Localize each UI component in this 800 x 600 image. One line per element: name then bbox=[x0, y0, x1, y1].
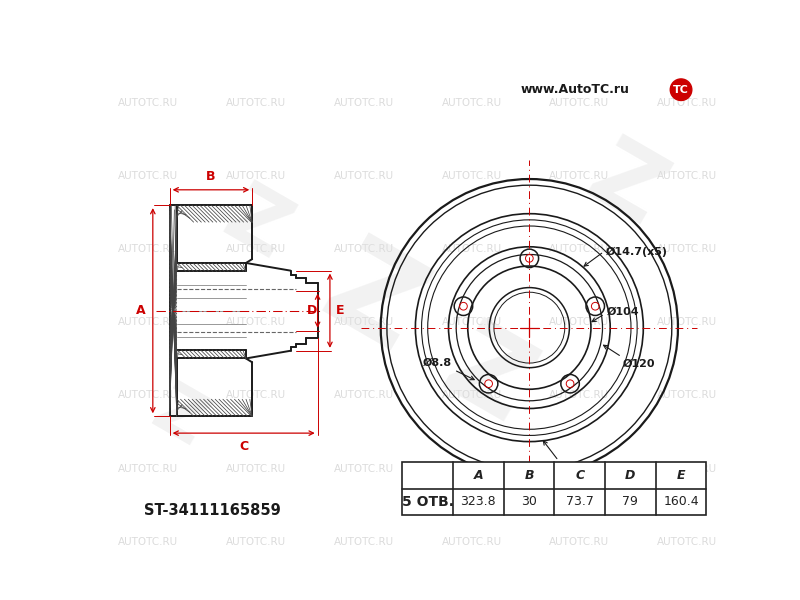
Text: Ø14.7(x5): Ø14.7(x5) bbox=[606, 247, 668, 257]
Text: C: C bbox=[239, 440, 248, 453]
Text: AUTOTC.RU: AUTOTC.RU bbox=[657, 317, 718, 327]
Text: AUTOTC.RU: AUTOTC.RU bbox=[118, 464, 178, 473]
Text: Z: Z bbox=[572, 130, 679, 245]
Text: AUTOTC.RU: AUTOTC.RU bbox=[334, 391, 394, 400]
Text: Ø120: Ø120 bbox=[623, 358, 656, 368]
Text: AUTOTC.RU: AUTOTC.RU bbox=[118, 391, 178, 400]
Text: AUTOTC.RU: AUTOTC.RU bbox=[118, 171, 178, 181]
Text: AUTOTC.RU: AUTOTC.RU bbox=[657, 98, 718, 108]
Text: AUTOTC.RU: AUTOTC.RU bbox=[334, 464, 394, 473]
Text: 5 ОТВ.: 5 ОТВ. bbox=[402, 494, 454, 509]
Text: 323.8: 323.8 bbox=[461, 495, 496, 508]
Text: AUTOTC.RU: AUTOTC.RU bbox=[657, 171, 718, 181]
Text: Ø104: Ø104 bbox=[606, 307, 639, 317]
Text: Ø8.8: Ø8.8 bbox=[423, 358, 453, 368]
Text: AUTOTC.RU: AUTOTC.RU bbox=[334, 98, 394, 108]
Text: AUTOTC.RU: AUTOTC.RU bbox=[226, 317, 286, 327]
Text: AUTOTC.RU: AUTOTC.RU bbox=[442, 464, 502, 473]
Text: www.AutoTC.ru: www.AutoTC.ru bbox=[521, 83, 630, 96]
Text: AUTOTC.RU: AUTOTC.RU bbox=[550, 244, 610, 254]
Text: AUTOTC.RU: AUTOTC.RU bbox=[657, 391, 718, 400]
Text: AUTOTC.RU: AUTOTC.RU bbox=[657, 537, 718, 547]
Text: B: B bbox=[206, 170, 216, 183]
Text: A: A bbox=[136, 304, 146, 317]
Text: E: E bbox=[677, 469, 686, 482]
Text: AUTOTC.RU: AUTOTC.RU bbox=[550, 537, 610, 547]
Text: AUTOTC.RU: AUTOTC.RU bbox=[442, 171, 502, 181]
Text: AUTOTC.RU: AUTOTC.RU bbox=[334, 537, 394, 547]
Text: AUTOTC.RU: AUTOTC.RU bbox=[118, 244, 178, 254]
Text: ST-34111165859: ST-34111165859 bbox=[144, 503, 281, 518]
Text: B: B bbox=[524, 469, 534, 482]
Text: AUTOTC.RU: AUTOTC.RU bbox=[550, 391, 610, 400]
Text: AUTOTC.RU: AUTOTC.RU bbox=[442, 317, 502, 327]
Text: D: D bbox=[306, 304, 317, 317]
Text: AUTOTC.RU: AUTOTC.RU bbox=[118, 98, 178, 108]
Text: AUTOTC.RU: AUTOTC.RU bbox=[657, 244, 718, 254]
Text: A: A bbox=[474, 469, 483, 482]
Text: AUTOTC.RU: AUTOTC.RU bbox=[442, 537, 502, 547]
Text: AUTOTC.RU: AUTOTC.RU bbox=[442, 391, 502, 400]
Text: 79: 79 bbox=[622, 495, 638, 508]
Text: AUTOTC.RU: AUTOTC.RU bbox=[226, 171, 286, 181]
Text: AUTOTC.RU: AUTOTC.RU bbox=[118, 537, 178, 547]
Text: E: E bbox=[336, 304, 345, 317]
Text: AUTOTC.RU: AUTOTC.RU bbox=[550, 464, 610, 473]
Text: AUTOTC.RU: AUTOTC.RU bbox=[550, 98, 610, 108]
Text: AUTOTC.RU: AUTOTC.RU bbox=[118, 317, 178, 327]
Text: TC: TC bbox=[673, 85, 689, 95]
Text: AUTOTC.RU: AUTOTC.RU bbox=[334, 244, 394, 254]
Text: AUTOTC.RU: AUTOTC.RU bbox=[226, 537, 286, 547]
Text: D: D bbox=[626, 469, 636, 482]
Text: AUTOTC.RU: AUTOTC.RU bbox=[226, 464, 286, 473]
Text: 73.7: 73.7 bbox=[566, 495, 594, 508]
Text: AUTOTC.RU: AUTOTC.RU bbox=[226, 244, 286, 254]
Text: AUTOTC.RU: AUTOTC.RU bbox=[442, 98, 502, 108]
Text: 160.4: 160.4 bbox=[663, 495, 699, 508]
Bar bbox=[402, 463, 706, 515]
Text: AUTOTC.RU: AUTOTC.RU bbox=[442, 244, 502, 254]
Text: AUTOTC.RU: AUTOTC.RU bbox=[550, 317, 610, 327]
Text: Ø12.7: Ø12.7 bbox=[560, 463, 597, 472]
Text: AUTOTC.RU: AUTOTC.RU bbox=[334, 171, 394, 181]
Circle shape bbox=[670, 79, 692, 100]
Text: AUTOTC.RU: AUTOTC.RU bbox=[226, 391, 286, 400]
Text: Z: Z bbox=[141, 377, 218, 460]
Text: Z: Z bbox=[210, 176, 302, 276]
Text: Z: Z bbox=[426, 314, 549, 446]
Text: Z: Z bbox=[302, 228, 441, 378]
Text: 30: 30 bbox=[521, 495, 537, 508]
Text: AUTOTC.RU: AUTOTC.RU bbox=[226, 98, 286, 108]
Text: AUTOTC.RU: AUTOTC.RU bbox=[657, 464, 718, 473]
Text: AUTOTC.RU: AUTOTC.RU bbox=[334, 317, 394, 327]
Text: C: C bbox=[575, 469, 584, 482]
Text: AUTOTC.RU: AUTOTC.RU bbox=[550, 171, 610, 181]
